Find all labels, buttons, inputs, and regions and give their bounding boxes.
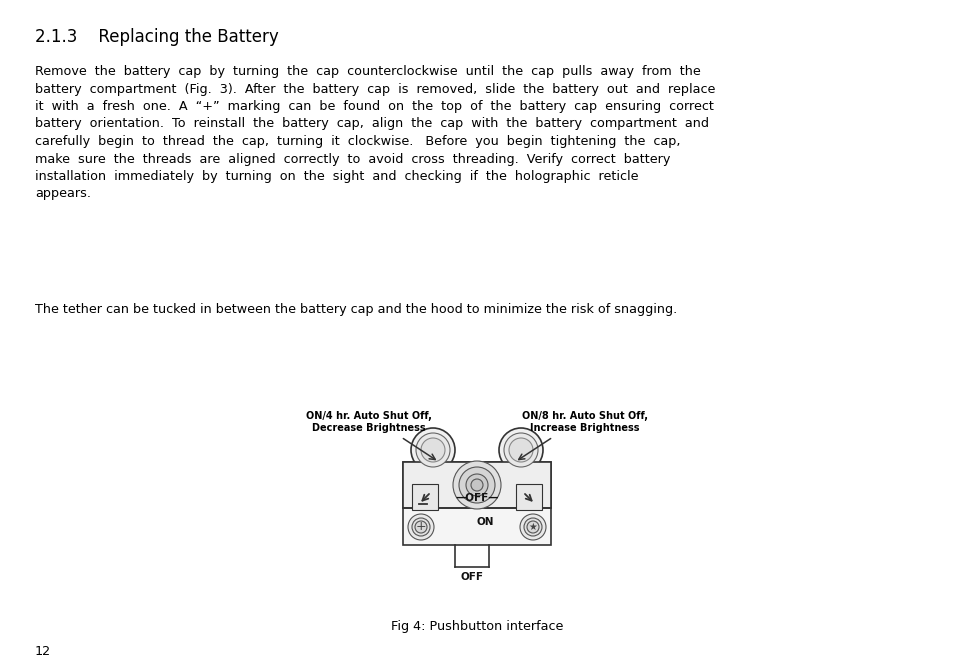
Text: carefully  begin  to  thread  the  cap,  turning  it  clockwise.   Before  you  : carefully begin to thread the cap, turni… [35, 135, 679, 148]
Circle shape [453, 461, 500, 509]
Circle shape [416, 433, 450, 467]
Circle shape [503, 433, 537, 467]
Circle shape [523, 518, 541, 536]
Text: Fig 4: Pushbutton interface: Fig 4: Pushbutton interface [391, 620, 562, 633]
Circle shape [465, 474, 488, 496]
Circle shape [458, 467, 495, 503]
Circle shape [408, 514, 434, 540]
Text: The tether can be tucked in between the battery cap and the hood to minimize the: The tether can be tucked in between the … [35, 303, 677, 316]
Text: OFF: OFF [460, 572, 483, 582]
Text: appears.: appears. [35, 187, 91, 201]
Text: make  sure  the  threads  are  aligned  correctly  to  avoid  cross  threading. : make sure the threads are aligned correc… [35, 153, 670, 165]
Circle shape [509, 438, 533, 462]
FancyBboxPatch shape [402, 462, 551, 545]
Circle shape [498, 428, 542, 472]
Bar [402, 462, 551, 508]
Circle shape [411, 428, 455, 472]
Text: installation  immediately  by  turning  on  the  sight  and  checking  if  the  : installation immediately by turning on t… [35, 170, 638, 183]
Text: ON: ON [476, 517, 494, 527]
Text: +: + [416, 521, 426, 533]
Text: it  with  a  fresh  one.  A  “+”  marking  can  be  found  on  the  top  of  the: it with a fresh one. A “+” marking can b… [35, 100, 713, 113]
Text: battery  orientation.  To  reinstall  the  battery  cap,  align  the  cap  with : battery orientation. To reinstall the ba… [35, 118, 708, 131]
Text: —OFF—: —OFF— [455, 493, 498, 503]
Bar [516, 484, 541, 510]
Circle shape [412, 518, 430, 536]
Text: 2.1.3    Replacing the Battery: 2.1.3 Replacing the Battery [35, 28, 278, 46]
Circle shape [415, 521, 427, 533]
Text: ON/4 hr. Auto Shut Off,
Decrease Brightness: ON/4 hr. Auto Shut Off, Decrease Brightn… [306, 412, 432, 433]
Text: Remove  the  battery  cap  by  turning  the  cap  counterclockwise  until  the  : Remove the battery cap by turning the ca… [35, 65, 700, 78]
Circle shape [526, 521, 538, 533]
Text: battery  compartment  (Fig.  3).  After  the  battery  cap  is  removed,  slide : battery compartment (Fig. 3). After the … [35, 82, 715, 96]
Bar [412, 484, 437, 510]
Circle shape [471, 479, 482, 491]
Text: ON/8 hr. Auto Shut Off,
Increase Brightness: ON/8 hr. Auto Shut Off, Increase Brightn… [521, 412, 647, 433]
Text: ★: ★ [528, 522, 537, 532]
Text: 12: 12 [35, 645, 51, 658]
Circle shape [420, 438, 444, 462]
Circle shape [519, 514, 545, 540]
